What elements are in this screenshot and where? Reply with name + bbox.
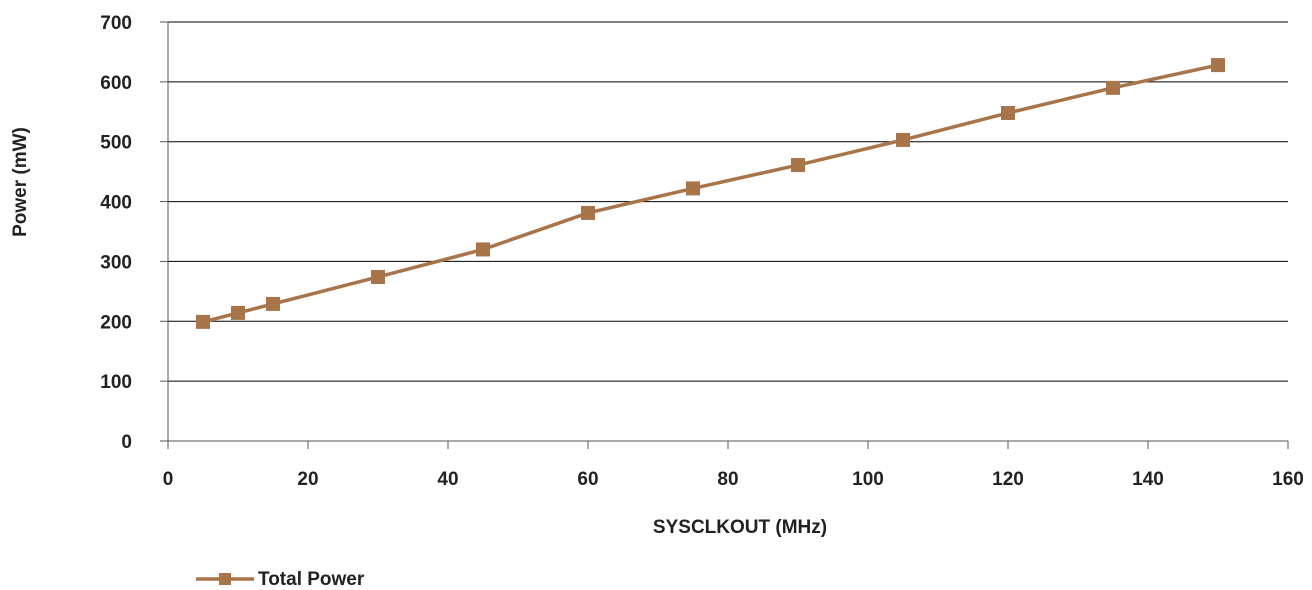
legend: Total Power (196, 569, 365, 590)
data-point-135 (1106, 80, 1120, 95)
y-tick-label-500: 500 (100, 133, 132, 154)
gridlines (168, 21, 1288, 382)
y-axis-title: Power (mW) (10, 127, 31, 237)
x-tick-label-120: 120 (992, 469, 1024, 490)
y-tick-label-700: 700 (100, 13, 132, 34)
y-tick-label-100: 100 (100, 372, 132, 393)
y-tick-label-400: 400 (100, 193, 132, 214)
x-tick-label-80: 80 (717, 469, 738, 490)
y-tick-label-0: 0 (121, 432, 132, 453)
tick-labels: 0 100 200 300 400 500 600 700 0 20 40 60 80 100 120 140… (100, 13, 1304, 490)
data-point-45 (476, 242, 490, 257)
data-point-90 (791, 158, 805, 173)
data-point-15 (266, 296, 280, 311)
x-tick-label-100: 100 (852, 469, 884, 490)
data-point-150 (1211, 58, 1225, 73)
x-axis-title: SYSCLKOUT (MHz) (653, 517, 827, 538)
x-tick-label-0: 0 (163, 469, 174, 490)
data-point-105 (896, 132, 910, 147)
legend-series-label: Total Power (258, 569, 365, 590)
y-tick-label-600: 600 (100, 73, 132, 94)
y-tick-label-200: 200 (100, 312, 132, 333)
data-point-75 (686, 181, 700, 196)
data-point-5 (196, 314, 210, 329)
axes (160, 21, 1289, 449)
x-tick-label-20: 20 (297, 469, 318, 490)
legend-series-marker (219, 573, 231, 585)
y-tick-label-300: 300 (100, 252, 132, 273)
data-point-60 (581, 205, 595, 220)
x-tick-label-40: 40 (437, 469, 458, 490)
series-group (196, 58, 1225, 329)
x-tick-label-160: 160 (1272, 469, 1304, 490)
data-point-120 (1001, 105, 1015, 120)
series-line-0 (202, 63, 1219, 324)
x-tick-label-140: 140 (1132, 469, 1164, 490)
x-tick-label-60: 60 (577, 469, 598, 490)
data-point-10 (231, 305, 245, 320)
data-point-30 (371, 269, 385, 284)
